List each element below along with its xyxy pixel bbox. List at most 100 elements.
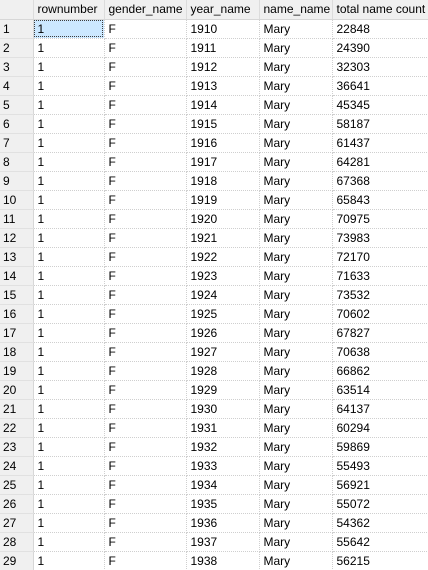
table-row[interactable]: 9 1 F 1918 Mary 67368 <box>0 171 428 191</box>
cell-rownumber[interactable]: 1 <box>33 399 105 419</box>
column-header-gender-name[interactable]: gender_name <box>104 0 187 20</box>
row-header[interactable]: 7 <box>0 133 34 153</box>
cell-year-name[interactable]: 1932 <box>186 437 260 457</box>
cell-name-name[interactable]: Mary <box>259 19 333 39</box>
table-row[interactable]: 10 1 F 1919 Mary 65843 <box>0 190 428 210</box>
table-row[interactable]: 24 1 F 1933 Mary 55493 <box>0 456 428 476</box>
row-header[interactable]: 1 <box>0 19 34 39</box>
cell-year-name[interactable]: 1911 <box>186 38 260 58</box>
cell-total-name-count[interactable]: 64281 <box>332 152 428 172</box>
table-row[interactable]: 17 1 F 1926 Mary 67827 <box>0 323 428 343</box>
cell-name-name[interactable]: Mary <box>259 247 333 267</box>
cell-gender-name[interactable]: F <box>104 95 187 115</box>
cell-rownumber[interactable]: 1 <box>33 190 105 210</box>
table-row[interactable]: 23 1 F 1932 Mary 59869 <box>0 437 428 457</box>
cell-gender-name[interactable]: F <box>104 133 187 153</box>
cell-total-name-count[interactable]: 65843 <box>332 190 428 210</box>
cell-gender-name[interactable]: F <box>104 380 187 400</box>
cell-gender-name[interactable]: F <box>104 475 187 495</box>
cell-year-name[interactable]: 1933 <box>186 456 260 476</box>
cell-rownumber[interactable]: 1 <box>33 285 105 305</box>
column-header-total-name-count[interactable]: total name count <box>332 0 428 20</box>
column-header-year-name[interactable]: year_name <box>186 0 260 20</box>
cell-total-name-count[interactable]: 63514 <box>332 380 428 400</box>
cell-total-name-count[interactable]: 55642 <box>332 532 428 552</box>
cell-rownumber[interactable]: 1 <box>33 437 105 457</box>
cell-total-name-count[interactable]: 56215 <box>332 551 428 570</box>
row-header[interactable]: 29 <box>0 551 34 570</box>
cell-rownumber[interactable]: 1 <box>33 247 105 267</box>
cell-name-name[interactable]: Mary <box>259 76 333 96</box>
cell-gender-name[interactable]: F <box>104 228 187 248</box>
cell-year-name[interactable]: 1924 <box>186 285 260 305</box>
row-header[interactable]: 14 <box>0 266 34 286</box>
row-header[interactable]: 11 <box>0 209 34 229</box>
table-row[interactable]: 15 1 F 1924 Mary 73532 <box>0 285 428 305</box>
cell-name-name[interactable]: Mary <box>259 532 333 552</box>
cell-rownumber[interactable]: 1 <box>33 513 105 533</box>
cell-gender-name[interactable]: F <box>104 532 187 552</box>
select-all-corner[interactable] <box>0 0 34 20</box>
cell-year-name[interactable]: 1919 <box>186 190 260 210</box>
cell-total-name-count[interactable]: 73532 <box>332 285 428 305</box>
cell-rownumber[interactable]: 1 <box>33 133 105 153</box>
cell-name-name[interactable]: Mary <box>259 399 333 419</box>
cell-name-name[interactable]: Mary <box>259 190 333 210</box>
cell-total-name-count[interactable]: 24390 <box>332 38 428 58</box>
cell-year-name[interactable]: 1925 <box>186 304 260 324</box>
table-row[interactable]: 12 1 F 1921 Mary 73983 <box>0 228 428 248</box>
cell-year-name[interactable]: 1926 <box>186 323 260 343</box>
row-header[interactable]: 21 <box>0 399 34 419</box>
cell-total-name-count[interactable]: 67827 <box>332 323 428 343</box>
cell-name-name[interactable]: Mary <box>259 304 333 324</box>
row-header[interactable]: 8 <box>0 152 34 172</box>
row-header[interactable]: 15 <box>0 285 34 305</box>
cell-year-name[interactable]: 1917 <box>186 152 260 172</box>
cell-name-name[interactable]: Mary <box>259 456 333 476</box>
table-row[interactable]: 7 1 F 1916 Mary 61437 <box>0 133 428 153</box>
cell-gender-name[interactable]: F <box>104 38 187 58</box>
cell-year-name[interactable]: 1923 <box>186 266 260 286</box>
row-header[interactable]: 28 <box>0 532 34 552</box>
cell-name-name[interactable]: Mary <box>259 437 333 457</box>
table-row[interactable]: 11 1 F 1920 Mary 70975 <box>0 209 428 229</box>
row-header[interactable]: 12 <box>0 228 34 248</box>
table-row[interactable]: 26 1 F 1935 Mary 55072 <box>0 494 428 514</box>
table-row[interactable]: 28 1 F 1937 Mary 55642 <box>0 532 428 552</box>
row-header[interactable]: 19 <box>0 361 34 381</box>
cell-year-name[interactable]: 1934 <box>186 475 260 495</box>
cell-year-name[interactable]: 1922 <box>186 247 260 267</box>
cell-name-name[interactable]: Mary <box>259 494 333 514</box>
row-header[interactable]: 3 <box>0 57 34 77</box>
cell-name-name[interactable]: Mary <box>259 323 333 343</box>
cell-year-name[interactable]: 1918 <box>186 171 260 191</box>
table-row[interactable]: 20 1 F 1929 Mary 63514 <box>0 380 428 400</box>
cell-gender-name[interactable]: F <box>104 152 187 172</box>
cell-total-name-count[interactable]: 58187 <box>332 114 428 134</box>
cell-total-name-count[interactable]: 32303 <box>332 57 428 77</box>
cell-gender-name[interactable]: F <box>104 285 187 305</box>
cell-rownumber[interactable]: 1 <box>33 380 105 400</box>
cell-rownumber[interactable]: 1 <box>33 114 105 134</box>
table-row[interactable]: 6 1 F 1915 Mary 58187 <box>0 114 428 134</box>
table-row[interactable]: 21 1 F 1930 Mary 64137 <box>0 399 428 419</box>
cell-name-name[interactable]: Mary <box>259 133 333 153</box>
cell-year-name[interactable]: 1915 <box>186 114 260 134</box>
cell-total-name-count[interactable]: 55072 <box>332 494 428 514</box>
table-row[interactable]: 18 1 F 1927 Mary 70638 <box>0 342 428 362</box>
cell-total-name-count[interactable]: 73983 <box>332 228 428 248</box>
cell-total-name-count[interactable]: 64137 <box>332 399 428 419</box>
cell-total-name-count[interactable]: 45345 <box>332 95 428 115</box>
cell-rownumber[interactable]: 1 <box>33 475 105 495</box>
cell-year-name[interactable]: 1928 <box>186 361 260 381</box>
cell-rownumber[interactable]: 1 <box>33 304 105 324</box>
cell-year-name[interactable]: 1913 <box>186 76 260 96</box>
row-header[interactable]: 5 <box>0 95 34 115</box>
cell-gender-name[interactable]: F <box>104 247 187 267</box>
cell-name-name[interactable]: Mary <box>259 228 333 248</box>
cell-total-name-count[interactable]: 72170 <box>332 247 428 267</box>
cell-name-name[interactable]: Mary <box>259 475 333 495</box>
cell-rownumber[interactable]: 1 <box>33 152 105 172</box>
column-header-rownumber[interactable]: rownumber <box>33 0 105 20</box>
cell-total-name-count[interactable]: 66862 <box>332 361 428 381</box>
